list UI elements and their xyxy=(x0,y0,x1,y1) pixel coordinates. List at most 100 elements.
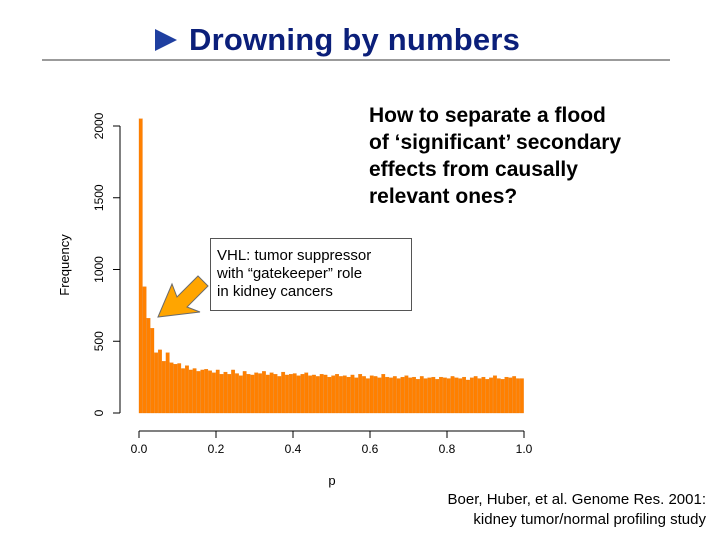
histogram-bar xyxy=(473,376,478,414)
histogram-bar xyxy=(477,378,482,414)
histogram-bar xyxy=(520,378,524,414)
histogram-bar xyxy=(181,368,185,414)
histogram-bar xyxy=(442,377,447,414)
histogram-bar xyxy=(227,374,232,414)
histogram-bar xyxy=(469,377,474,414)
y-tick-label: 2000 xyxy=(92,112,106,139)
histogram-bar xyxy=(177,363,182,414)
histogram-bar xyxy=(404,375,409,414)
histogram-bar xyxy=(327,376,332,414)
callout-line: in kidney cancers xyxy=(217,283,333,300)
histogram-bar xyxy=(269,372,274,414)
histogram-bar xyxy=(512,376,517,414)
histogram-bar xyxy=(158,349,162,414)
histogram-bar xyxy=(385,376,389,414)
histogram-bar xyxy=(238,375,243,414)
histogram-bar xyxy=(292,373,297,414)
histogram-bar xyxy=(373,376,378,414)
question-line: relevant ones? xyxy=(369,185,518,208)
histogram-bar xyxy=(339,376,343,414)
histogram-bar xyxy=(416,379,420,414)
histogram-bar xyxy=(335,374,339,414)
histogram-bar xyxy=(188,369,193,414)
histogram-bar xyxy=(223,371,228,414)
histogram-bar xyxy=(192,368,197,414)
histogram-bar xyxy=(161,361,166,414)
histogram-bar xyxy=(412,376,416,414)
histogram-bar xyxy=(196,371,201,414)
citation-line: kidney tumor/normal profiling study xyxy=(473,511,706,528)
y-axis-label: Frequency xyxy=(57,234,72,296)
histogram-bar xyxy=(231,369,235,414)
histogram-bar xyxy=(154,352,158,414)
histogram-bar xyxy=(219,374,224,414)
histogram-bar xyxy=(258,373,262,414)
title-underline xyxy=(42,59,670,61)
histogram-bar xyxy=(423,378,428,414)
histogram-bar xyxy=(462,376,466,414)
histogram-bar xyxy=(431,376,436,414)
histogram-bar xyxy=(281,371,286,414)
play-arrow-icon xyxy=(155,29,177,51)
histogram-bar xyxy=(138,118,143,414)
callout-line: with “gatekeeper” role xyxy=(217,265,363,282)
histogram-bar xyxy=(485,379,490,414)
histogram-bar xyxy=(396,378,401,414)
histogram-bar xyxy=(312,374,316,414)
callout-line: VHL: tumor suppressor xyxy=(217,247,372,264)
histogram-bar xyxy=(265,374,270,414)
question-line: effects from causally xyxy=(369,158,578,181)
histogram-bar xyxy=(215,369,220,414)
histogram-bar xyxy=(146,318,151,414)
x-tick-label: 0.0 xyxy=(131,442,148,456)
histogram-bar xyxy=(435,379,440,414)
histogram-bar xyxy=(516,378,520,414)
histogram-bar xyxy=(427,377,432,414)
histogram-bar xyxy=(304,372,309,414)
y-tick-label: 1500 xyxy=(92,184,106,211)
histogram-bar xyxy=(358,374,363,414)
histogram-bar xyxy=(508,377,513,414)
histogram-bar xyxy=(208,370,212,414)
histogram-bar xyxy=(377,377,382,414)
question-line: of ‘significant’ secondary xyxy=(369,131,622,154)
histogram-bar xyxy=(262,371,266,414)
histogram-bar xyxy=(323,374,328,414)
citation: Boer, Huber, et al. Genome Res. 2001: ki… xyxy=(448,490,707,530)
histogram-bar xyxy=(315,376,320,414)
histogram-bar xyxy=(277,376,282,414)
histogram-bar xyxy=(458,378,463,414)
histogram-bar xyxy=(369,375,374,414)
histogram-bar xyxy=(481,376,486,414)
slide-title: Drowning by numbers xyxy=(189,22,521,57)
histogram-bar xyxy=(296,375,301,414)
histogram-bar xyxy=(246,374,251,414)
x-tick-label: 0.2 xyxy=(208,442,225,456)
question-text: How to separate a flood of ‘significant’… xyxy=(369,102,699,210)
callout-arrow-icon xyxy=(157,275,209,318)
histogram-bar xyxy=(165,352,170,414)
x-axis-label: p xyxy=(328,473,335,488)
histogram-bar xyxy=(173,364,178,414)
histogram-bar xyxy=(150,328,155,414)
histogram-bar xyxy=(350,374,355,414)
histogram-bar xyxy=(439,376,443,414)
title-bar: Drowning by numbers xyxy=(155,18,520,62)
histogram-bar xyxy=(365,378,370,414)
histogram-bar xyxy=(346,376,351,414)
histogram-bar xyxy=(273,374,278,414)
histogram-bar xyxy=(342,375,347,414)
histogram-bar xyxy=(466,379,470,414)
x-tick-label: 0.4 xyxy=(285,442,302,456)
histogram-bar xyxy=(489,377,493,414)
histogram-bar xyxy=(493,375,497,414)
histogram-bar xyxy=(200,369,205,414)
histogram-bar xyxy=(400,376,405,414)
histogram-bar xyxy=(285,374,289,414)
histogram-bar xyxy=(300,374,305,414)
histogram-bar xyxy=(319,374,324,414)
x-tick-label: 1.0 xyxy=(516,442,533,456)
x-tick-label: 0.8 xyxy=(439,442,456,456)
histogram-bar xyxy=(496,378,501,414)
